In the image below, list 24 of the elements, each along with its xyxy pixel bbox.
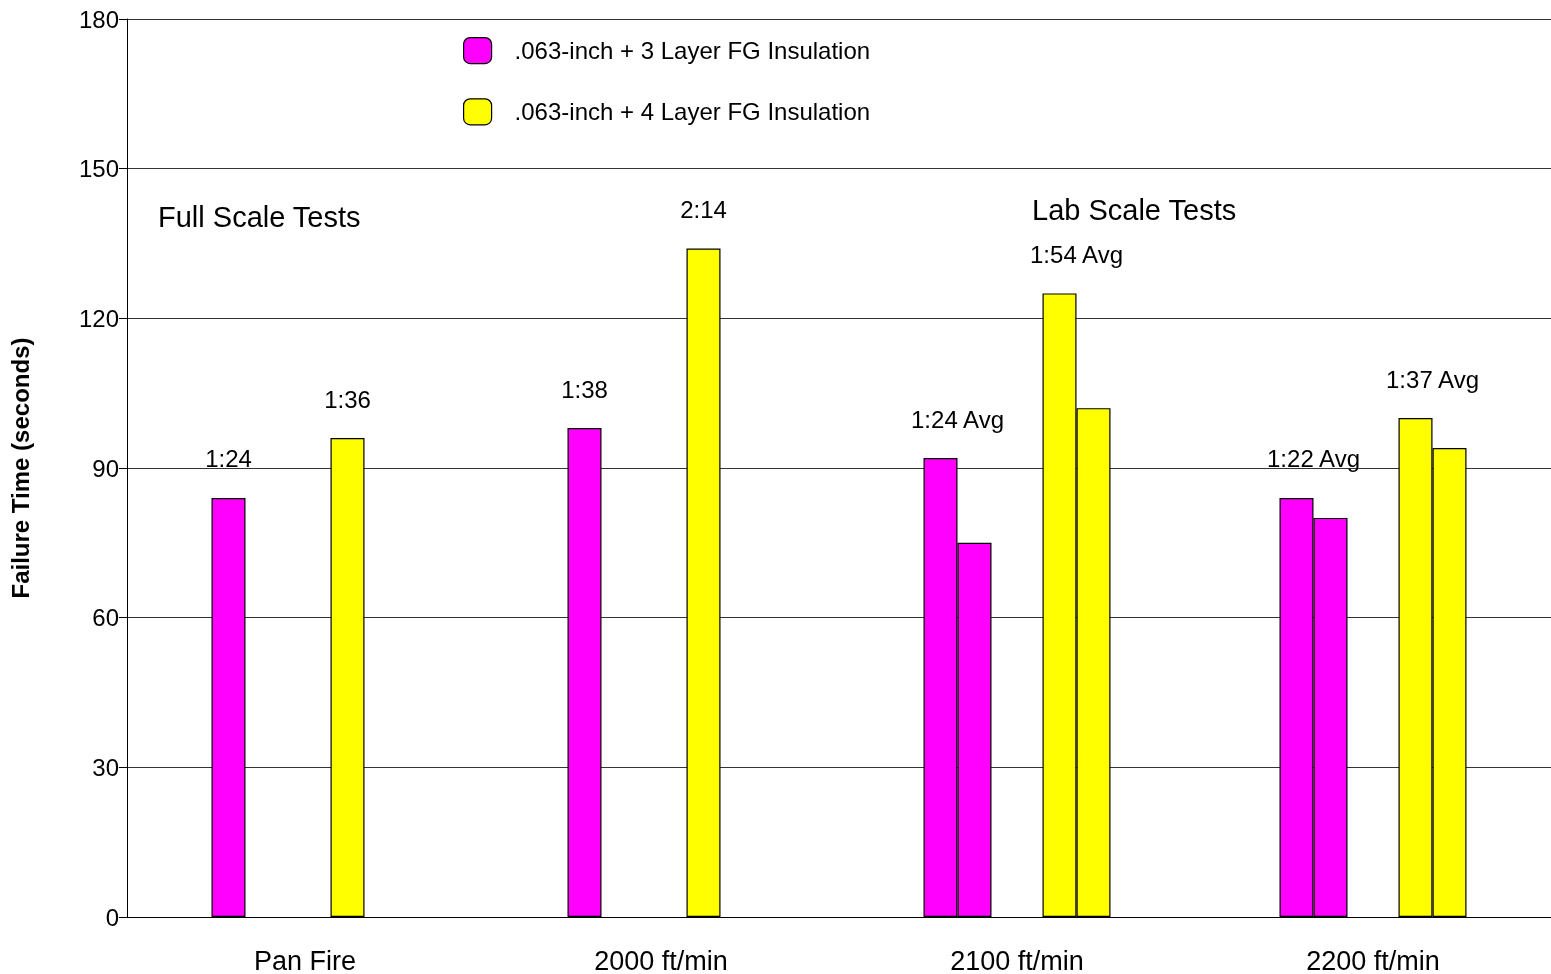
annotation: Full Scale Tests	[158, 200, 361, 233]
y-tick-label: 90	[92, 454, 119, 482]
data-label: 2:14	[680, 195, 727, 223]
y-axis-title: Failure Time (seconds)	[6, 337, 34, 599]
data-label: 1:38	[561, 375, 608, 403]
data-label: 1:37 Avg	[1386, 365, 1479, 393]
x-tick-label: Pan Fire	[253, 945, 357, 974]
legend-label: .063-inch + 3 Layer FG Insulation	[514, 37, 871, 65]
data-label: 1:54 Avg	[1030, 240, 1123, 268]
x-tick-label: 2200 ft/min	[1306, 945, 1440, 974]
y-tick-label: 150	[78, 155, 119, 183]
annotation: Lab Scale Tests	[1032, 193, 1237, 226]
data-label: 1:24	[205, 445, 252, 473]
data-label: 1:36	[324, 385, 371, 413]
x-tick-label: 2000 ft/min	[594, 945, 728, 974]
y-tick-label: 0	[105, 903, 119, 931]
data-label: 1:24 Avg	[911, 405, 1004, 433]
legend-label: .063-inch + 4 Layer FG Insulation	[514, 98, 871, 126]
x-tick-label: 2100 ft/min	[950, 945, 1084, 974]
y-tick-label: 120	[78, 304, 119, 332]
y-tick-label: 60	[92, 604, 119, 632]
data-label: 1:22 Avg	[1267, 445, 1360, 473]
y-tick-label: 30	[92, 753, 119, 781]
y-tick-label: 180	[78, 5, 119, 33]
